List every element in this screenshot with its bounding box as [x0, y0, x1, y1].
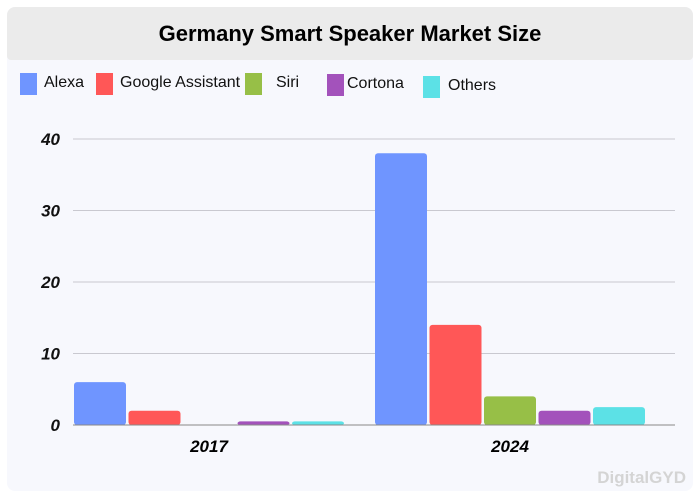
y-tick-label: 0 [51, 416, 61, 435]
chart-title: Germany Smart Speaker Market Size [158, 20, 542, 46]
bar-alexa-2017 [74, 382, 126, 425]
bar-others-2024 [593, 407, 645, 425]
x-tick-label: 2017 [189, 437, 229, 456]
y-tick-label: 30 [41, 202, 60, 221]
legend-label: Alexa [44, 74, 85, 91]
legend-swatch-2 [245, 73, 262, 95]
title-bar: Germany Smart Speaker Market Size [7, 7, 693, 60]
bar-siri-2024 [484, 396, 536, 425]
x-tick-label: 2024 [490, 437, 529, 456]
y-tick-label: 10 [41, 345, 60, 364]
legend-swatch-4 [423, 76, 440, 98]
bar-cortona-2017 [237, 421, 290, 425]
bar-cortona-2024 [538, 410, 591, 425]
legend-label: Cortona [347, 75, 404, 92]
legend-swatch-0 [20, 73, 37, 95]
bar-google-assistant-2024 [429, 324, 482, 425]
legend-swatch-1 [96, 73, 113, 95]
y-tick-label: 40 [40, 130, 60, 149]
legend-label: Google Assistant [120, 74, 241, 91]
watermark-logo: DigitalGYD [597, 468, 686, 487]
y-tick-label: 20 [40, 273, 60, 292]
legend-label: Siri [276, 74, 300, 91]
bar-google-assistant-2017 [128, 410, 181, 425]
legend-label: Others [448, 77, 497, 94]
bar-others-2017 [292, 421, 344, 425]
legend-swatch-3 [327, 74, 344, 96]
bar-alexa-2024 [375, 153, 427, 426]
